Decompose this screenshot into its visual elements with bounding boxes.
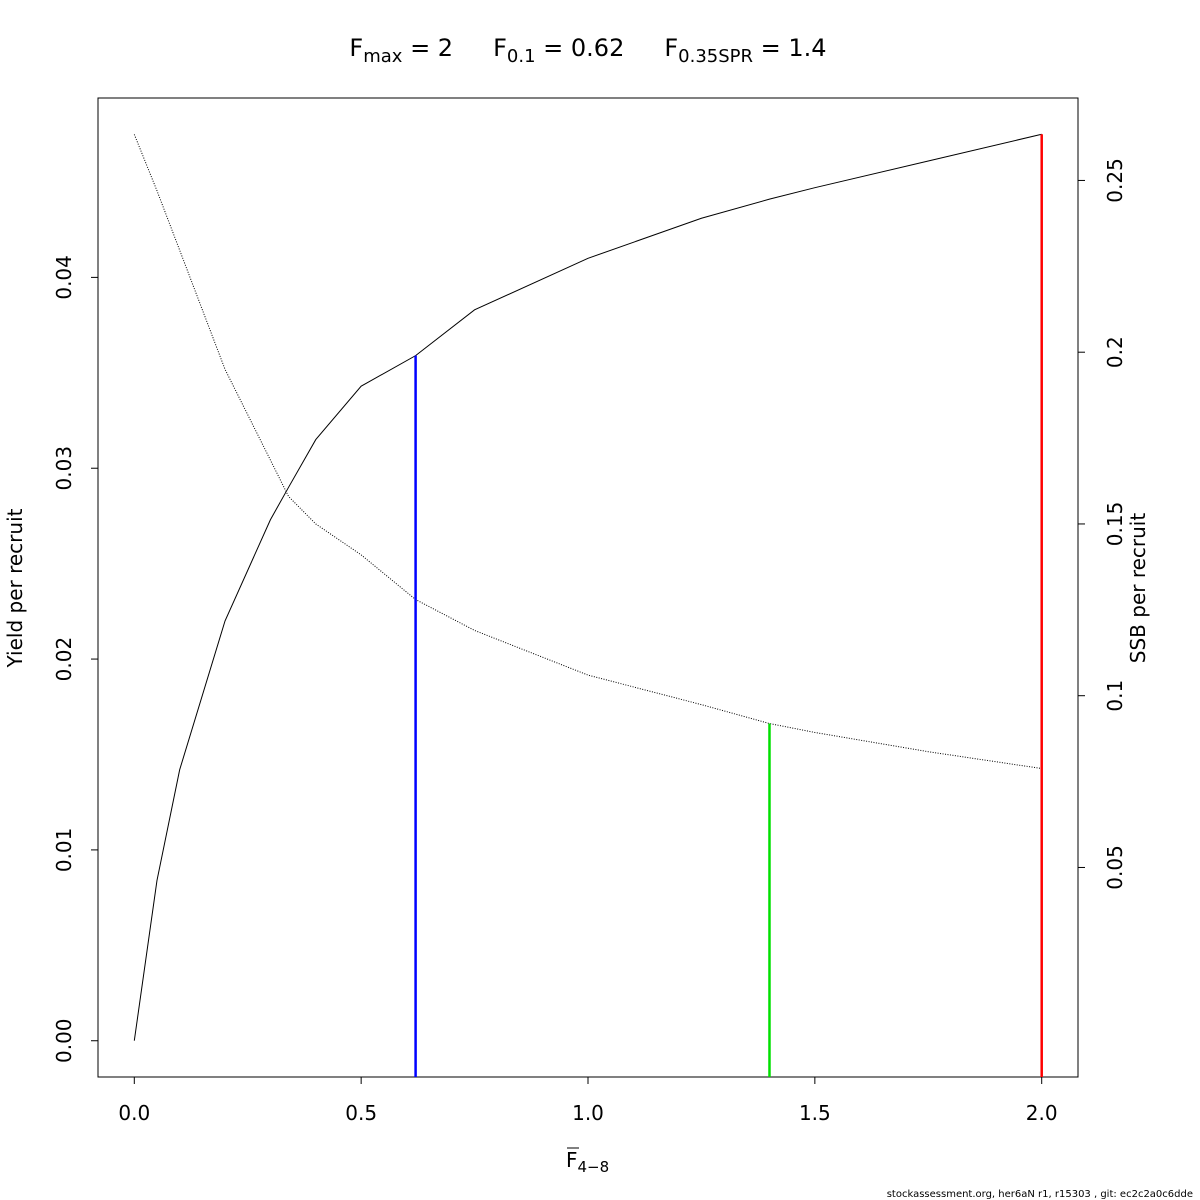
title-rest: = 0.62	[536, 34, 625, 62]
y-tick-label: 0.01	[52, 828, 76, 873]
curve	[133, 134, 1042, 770]
x-tick-label: 2.0	[1026, 1101, 1058, 1125]
y-tick-label: 0.04	[52, 255, 76, 300]
x-tick-label: 1.5	[799, 1101, 831, 1125]
chart-title: Fmax = 2 F0.1 = 0.62 F0.35SPR = 1.4	[349, 34, 826, 67]
y2-tick-label: 0.05	[1103, 845, 1127, 890]
y2-tick-label: 0.2	[1103, 336, 1127, 368]
curve	[133, 133, 1042, 1041]
y2-tick-label: 0.1	[1103, 680, 1127, 712]
y-axis-label: Yield per recruit	[3, 508, 27, 668]
title-sub: max	[363, 46, 403, 67]
y-tick-label: 0.03	[52, 446, 76, 491]
x-label-base: F	[566, 1148, 578, 1172]
title-base: F	[349, 34, 363, 62]
y2-tick-label: 0.25	[1103, 158, 1127, 203]
title-rest: = 1.4	[753, 34, 827, 62]
plot-frame	[97, 97, 1079, 1078]
title-base: F	[493, 34, 507, 62]
x-label-sub: 4−8	[578, 1158, 610, 1176]
title-sub: 0.1	[507, 46, 536, 67]
title-rest: = 2	[402, 34, 453, 62]
y-tick-label: 0.02	[52, 637, 76, 682]
x-tick-label: 0.0	[118, 1101, 150, 1125]
y2-axis-label: SSB per recruit	[1126, 513, 1150, 664]
title-base: F	[664, 34, 678, 62]
y2-tick-label: 0.15	[1103, 502, 1127, 547]
y-tick-label: 0.00	[52, 1018, 76, 1063]
footer: stockassessment.org, her6aN r1, r15303 ,…	[887, 1189, 1193, 1200]
x-tick-label: 0.5	[345, 1101, 377, 1125]
x-axis-label: F4−8	[566, 1148, 609, 1176]
title-sub: 0.35SPR	[678, 46, 753, 67]
x-tick-label: 1.0	[572, 1101, 604, 1125]
